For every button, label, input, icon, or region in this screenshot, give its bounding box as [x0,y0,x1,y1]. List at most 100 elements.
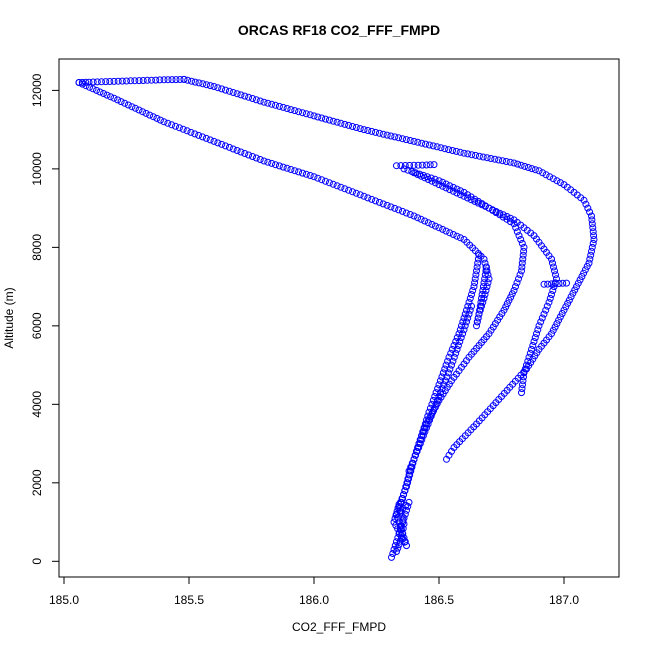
data-point [447,349,455,357]
data-point [456,338,464,345]
data-point [440,381,448,389]
x-tick-label: 187.0 [549,593,579,607]
data-point [580,269,588,277]
data-point [322,177,329,185]
data-point [535,167,543,175]
data-point [553,320,561,328]
data-point [469,287,477,294]
data-point [449,357,457,365]
data-point [459,330,467,338]
data-point [241,150,249,157]
data-point [499,213,507,221]
data-point [460,149,468,157]
data-point [435,393,443,400]
data-point [156,116,164,124]
data-point [306,111,314,119]
data-point [589,224,597,232]
data-point [412,451,420,459]
data-point [418,436,426,444]
data-point [268,159,276,167]
y-tick-label: 2000 [30,469,44,496]
data-point [249,95,256,102]
data-point [456,187,464,195]
data-point [387,132,395,140]
data-point [528,345,535,353]
data-point [325,179,333,187]
data-point [393,548,400,555]
data-point [446,229,454,237]
data-point [419,432,427,440]
data-point [549,175,557,183]
data-point [540,280,548,288]
data-point [514,160,522,168]
data-point [564,299,572,307]
data-point [457,334,465,342]
data-point [379,130,387,138]
data-points [75,75,598,561]
data-point [131,104,139,112]
data-point [476,306,484,314]
data-point [404,479,412,487]
data-point [563,279,570,287]
data-point [337,119,345,127]
data-point [551,280,559,288]
x-axis: 185.0 185.5 186.0 186.5 187.0 [49,576,579,607]
data-point [143,76,151,84]
data-point [518,259,526,267]
data-point [446,186,454,194]
data-point [528,165,536,173]
data-point [139,108,147,116]
data-point [499,211,507,219]
data-point [444,369,452,377]
data-point [390,518,398,526]
data-point [418,432,425,440]
data-point [484,271,492,279]
data-point [368,127,376,135]
data-point [139,77,147,84]
data-point [489,206,497,214]
data-point [391,515,399,522]
data-point [396,504,404,512]
data-point [306,172,314,179]
data-point [506,158,514,166]
data-point [502,303,510,311]
data-point [222,86,229,94]
data-point [474,199,482,207]
data-point [558,310,566,317]
data-point [479,283,487,291]
data-point [214,139,222,147]
data-point [588,216,596,224]
data-point [546,173,554,181]
data-point [441,377,449,385]
data-point [406,161,414,169]
data-point [183,127,191,135]
data-point [518,385,526,393]
data-point [435,224,443,232]
data-point [295,108,303,116]
data-point [352,189,360,197]
data-point [349,188,356,196]
data-point [260,157,268,165]
data-point [540,310,548,318]
data-point [424,219,432,227]
data-point [443,455,450,463]
data-point [521,162,529,170]
data-point [484,279,492,287]
data-point [75,79,83,86]
data-point [233,90,241,98]
data-point [287,106,295,114]
data-point [403,483,410,491]
data-point [256,97,264,105]
y-axis-label: Altitude (m) [2,287,16,348]
data-point [481,202,489,210]
data-point [487,326,495,334]
data-point [400,520,408,528]
data-point [474,255,482,263]
data-point [533,330,540,338]
data-point [421,428,429,436]
data-point [476,302,484,310]
data-point [356,125,364,133]
data-point [503,215,511,223]
data-point [318,176,326,184]
data-point [387,203,395,211]
